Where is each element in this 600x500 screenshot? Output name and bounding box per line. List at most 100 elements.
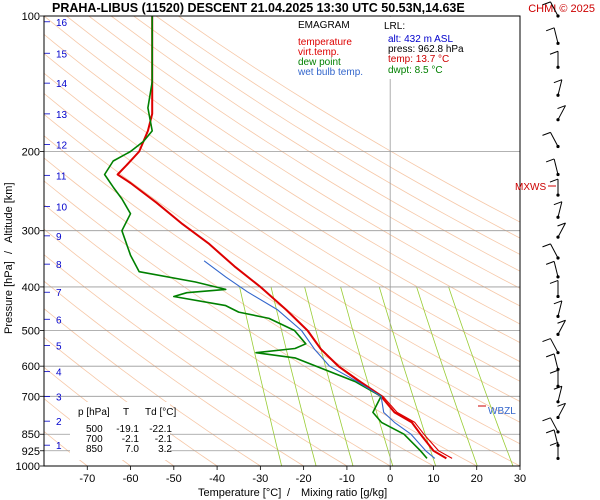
temperature-tick-label: 30 — [514, 473, 526, 485]
wind-barb-feather — [542, 1, 551, 6]
table-cell: -2.1 — [155, 434, 173, 445]
legend-item-dew-point: dew point — [298, 57, 341, 68]
pressure-tick-label: 500 — [22, 326, 40, 338]
axis-ticks: 1002003004005006007008509251000161514131… — [16, 11, 527, 485]
pressure-tick-label: 850 — [22, 429, 40, 441]
wind-barb-dot — [556, 256, 560, 260]
legend-box — [293, 17, 378, 79]
wind-barb-feather — [553, 385, 563, 390]
pressure-tick-label: 925 — [22, 446, 40, 458]
wind-barb-staff — [550, 338, 559, 353]
dry-adiabat — [44, 157, 520, 466]
legend-item-temperature: temperature — [298, 37, 352, 48]
temperature-tick-label: -30 — [252, 473, 268, 485]
wind-barb-dot — [556, 415, 560, 420]
dry-adiabat — [178, 16, 520, 223]
table-cell: -22.1 — [149, 424, 172, 435]
wind-barb-staff — [557, 201, 563, 218]
temperature-tick-label: -20 — [296, 473, 312, 485]
dry-adiabat — [44, 180, 477, 466]
dry-adiabat — [66, 16, 520, 307]
wind-barb-staff — [553, 27, 559, 44]
dry-adiabat — [44, 53, 520, 363]
y-axis-separator: / — [3, 250, 15, 254]
altitude-tick-label: 2 — [56, 417, 62, 428]
table-cell: 7.0 — [125, 444, 139, 455]
wind-barb-dot — [556, 275, 560, 279]
lrl-title: LRL: — [384, 21, 405, 32]
wind-barb-dot — [556, 430, 560, 434]
dry-adiabat — [155, 16, 520, 239]
legend-title: EMAGRAM — [298, 20, 350, 31]
altitude-tick-label: 4 — [56, 368, 62, 379]
dry-adiabat — [44, 72, 520, 382]
wind-barb-dot — [556, 65, 560, 69]
dry-adiabat — [44, 33, 520, 344]
wind-barb-dot — [556, 118, 560, 122]
temperature-tick-label: 0 — [387, 473, 393, 485]
lrl-background — [380, 17, 484, 79]
altitude-tick-label: 10 — [56, 202, 68, 213]
dry-adiabat — [44, 254, 348, 466]
pressure-tick-label: 400 — [22, 282, 40, 294]
dry-adiabat — [110, 16, 520, 272]
wind-barb-feather — [549, 50, 559, 55]
y-axis-title: Pressure [hPa] / Altitude [km] — [3, 182, 15, 334]
table-cell: 850 — [86, 444, 103, 455]
wind-barb-staff — [553, 158, 559, 175]
wind-barb-feather — [542, 417, 551, 422]
pressure-tick-label: 600 — [22, 361, 40, 373]
wind-barb-feather — [549, 178, 559, 183]
lrl-box: LRL: alt: 432 m ASL press: 962.8 hPa tem… — [380, 17, 484, 79]
chart-series — [103, 16, 453, 460]
temperature-tick-label: -40 — [209, 473, 225, 485]
wind-barb-feather — [545, 429, 555, 434]
dry-adiabat — [44, 92, 520, 402]
table-header-t: T — [123, 407, 129, 418]
mixing-ratio-line — [448, 286, 514, 466]
wind-barb-dot — [556, 400, 560, 404]
altitude-tick-label: 6 — [56, 315, 62, 326]
dry-adiabat — [133, 16, 520, 255]
wind-barbs — [542, 1, 566, 461]
altitude-tick-label: 7 — [56, 288, 62, 299]
mxws-marker: MXWS — [515, 182, 556, 193]
legend-item-wet-bulb: wet bulb temp. — [297, 67, 363, 78]
series-line-dew-point — [103, 16, 428, 459]
wind-barb-staff — [557, 105, 566, 120]
chart-title: PRAHA-LIBUS (11520) DESCENT 21.04.2025 1… — [52, 1, 465, 15]
wind-barb-dot — [556, 351, 560, 355]
temperature-tick-label: -70 — [79, 473, 95, 485]
x-axis-label: Temperature [°C] — [198, 487, 281, 499]
wind-barb-dot — [556, 172, 560, 177]
altitude-tick-label: 14 — [56, 79, 68, 90]
altitude-tick-label: 1 — [56, 441, 62, 452]
plot-frame — [43, 15, 521, 467]
wind-barb-feather — [557, 402, 566, 407]
lrl-dewpoint: dwpt: 8.5 °C — [388, 65, 443, 76]
x-axis-label-mixing: Mixing ratio [g/kg] — [301, 487, 387, 499]
wind-barb-staff — [557, 320, 566, 335]
wind-barb-dot — [556, 332, 560, 337]
legend-item-virt-temp: virt.temp. — [298, 47, 339, 58]
wind-barb-dot — [556, 456, 560, 461]
wind-barb-feather — [542, 338, 551, 343]
dry-adiabat — [88, 16, 520, 289]
table-header-p: p [hPa] — [78, 407, 110, 418]
wind-barb-staff — [550, 1, 559, 17]
wind-barb-feather — [545, 260, 555, 265]
temperature-tick-label: 20 — [471, 473, 483, 485]
y-axis-label: Pressure [hPa] — [3, 261, 15, 334]
level-table-background — [70, 402, 170, 460]
dry-adiabat — [44, 113, 520, 423]
wind-barb-feather — [557, 319, 566, 324]
wind-barb-feather — [557, 222, 566, 227]
wind-barb-dot — [556, 14, 560, 18]
wind-barb-feather — [549, 369, 559, 374]
table-cell: 3.2 — [158, 444, 172, 455]
wind-barb-staff — [550, 417, 559, 433]
dry-adiabat — [44, 16, 520, 325]
wbzl-label: WBZL — [488, 406, 516, 417]
mixing-ratio-line — [416, 286, 478, 466]
altitude-tick-label: 3 — [56, 393, 62, 404]
